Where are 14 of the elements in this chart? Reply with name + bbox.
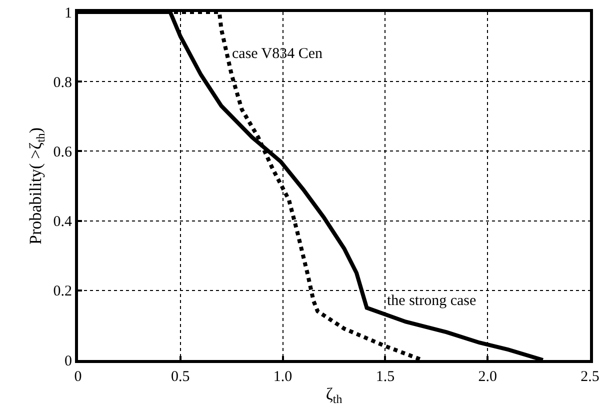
x-tick-label: 0.5 <box>171 369 190 385</box>
y-tick-label: 1 <box>64 5 72 22</box>
series-label: the strong case <box>387 293 476 309</box>
x-axis-title: ζ$_{th}$ <box>326 384 342 406</box>
x-tick-label: 2.5 <box>580 369 600 385</box>
y-tick-label: 0 <box>64 353 72 370</box>
x-tick-label: 1.5 <box>376 369 395 385</box>
x-tick-label: 2.0 <box>478 369 497 385</box>
y-tick-label: 0.8 <box>53 74 72 91</box>
x-tick-label: 1.0 <box>273 369 292 385</box>
y-tick-label: 0.2 <box>53 284 72 300</box>
y-tick-label: 0.6 <box>53 144 72 160</box>
series-label: case V834 Cen <box>232 46 324 62</box>
y-tick-label: 0.4 <box>53 214 72 230</box>
